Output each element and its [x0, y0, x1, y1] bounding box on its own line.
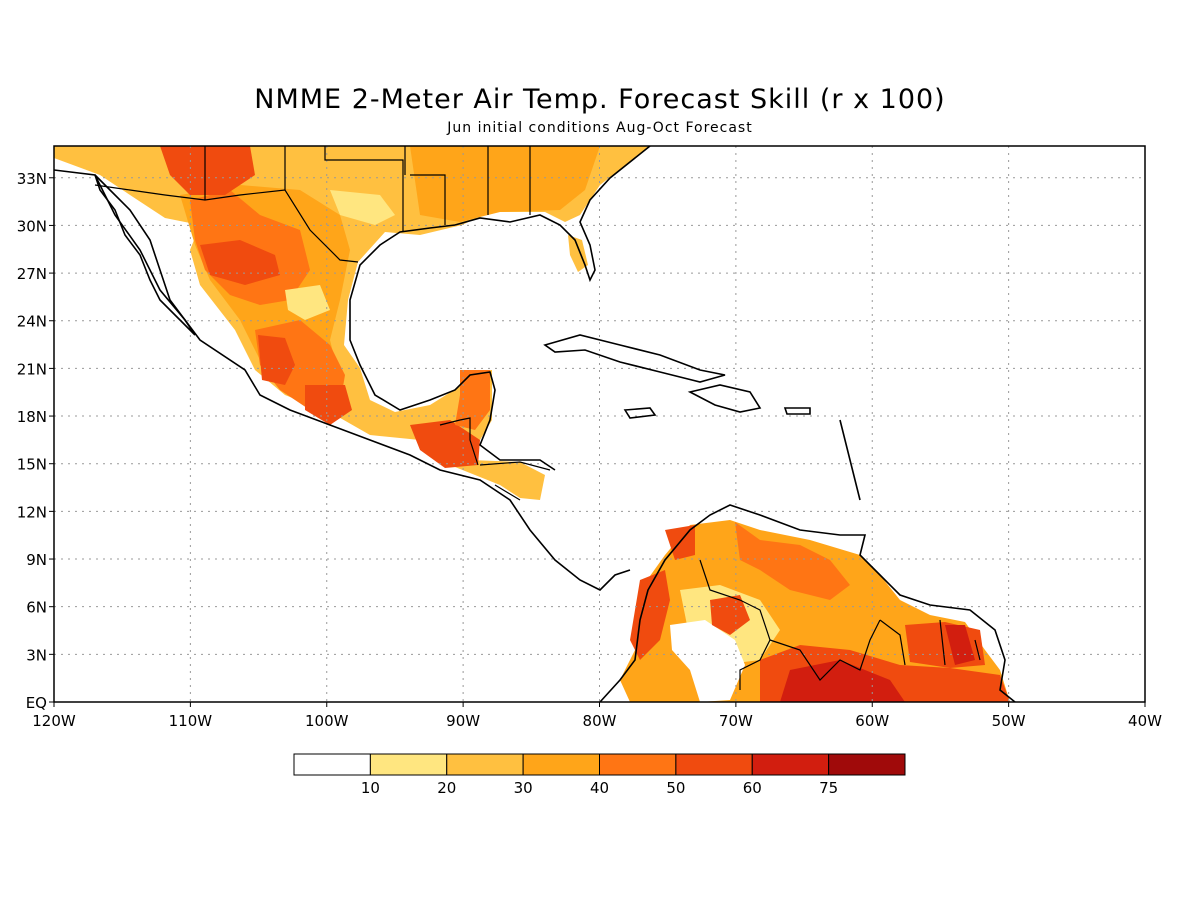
skill-shading	[54, 146, 1010, 702]
shade-colombia-white	[670, 620, 745, 702]
lon-tick-label: 80W	[583, 712, 617, 730]
lat-tick-label: 9N	[26, 551, 47, 569]
lon-tick-label: 60W	[855, 712, 889, 730]
longitude-labels: 120W 110W 100W 90W 80W 70W 60W 50W 40W	[32, 702, 1162, 730]
lat-tick-label: 18N	[17, 408, 47, 426]
shade-chihuahua-60	[160, 146, 255, 195]
coast-south-america-north	[599, 504, 1016, 702]
coast-jamaica	[623, 407, 657, 419]
legend-swatch	[446, 753, 524, 776]
legend-swatch	[369, 753, 448, 776]
border-us-mexico	[94, 184, 359, 263]
legend-label: 10	[361, 779, 380, 797]
coast-puerto-rico	[783, 407, 811, 415]
shade-florida-30	[568, 235, 588, 272]
legend-swatch	[675, 753, 753, 776]
political-borders	[94, 146, 981, 690]
lon-tick-label: 120W	[32, 712, 76, 730]
coast-gulf-mexico	[349, 224, 556, 471]
legend-swatch	[828, 753, 906, 776]
shade-venezuela-50	[735, 522, 850, 600]
coast-us-gulf	[454, 146, 651, 283]
shade-suriname-75	[945, 625, 975, 665]
lon-tick-label: 50W	[992, 712, 1026, 730]
legend-label: 60	[743, 779, 762, 797]
legend-label: 50	[666, 779, 685, 797]
lon-tick-label: 110W	[169, 712, 213, 730]
shade-venezuela-inland-60	[710, 595, 750, 635]
lat-tick-label: 27N	[17, 265, 47, 283]
lat-tick-label: 30N	[17, 217, 47, 235]
latitude-labels: 33N 30N 27N 24N 21N 18N 15N 12N 9N 6N 3N EQ	[17, 170, 54, 712]
coast-lesser-antilles	[839, 419, 861, 501]
lat-tick-label: 24N	[17, 313, 47, 331]
lat-tick-label: 21N	[17, 360, 47, 378]
graticule-grid	[54, 146, 1145, 702]
lon-tick-label: 70W	[719, 712, 753, 730]
legend-swatch	[751, 753, 830, 776]
coast-hispaniola	[687, 384, 762, 413]
shade-guerrero-60	[305, 385, 352, 425]
shade-brazil-north-75	[780, 660, 905, 702]
shade-colombia-west-60	[630, 570, 670, 660]
map-title: NMME 2-Meter Air Temp. Forecast Skill (r…	[254, 84, 946, 115]
lon-tick-label: 90W	[446, 712, 480, 730]
shade-yucatan-50	[455, 370, 490, 430]
lat-tick-label: 15N	[17, 456, 47, 474]
shade-central-america-60	[410, 420, 480, 468]
legend-swatch	[599, 753, 677, 776]
legend-swatch	[293, 753, 371, 776]
border-colombia-venezuela	[699, 559, 881, 690]
coastlines	[54, 146, 1016, 702]
lat-tick-label: 12N	[17, 503, 47, 521]
legend-label: 75	[819, 779, 838, 797]
coast-mexico-pacific	[54, 169, 631, 591]
lon-tick-label: 40W	[1128, 712, 1162, 730]
shade-light-patch-20b	[285, 285, 330, 320]
legend-label: 20	[437, 779, 456, 797]
border-guianas	[879, 619, 981, 666]
legend-label: 30	[514, 779, 533, 797]
border-us-states	[204, 146, 531, 232]
border-central-america	[439, 417, 551, 501]
shade-sonora-60	[200, 240, 280, 285]
coast-baja	[94, 174, 196, 336]
legend-label: 40	[590, 779, 609, 797]
lat-tick-label: EQ	[26, 694, 47, 712]
legend-swatch	[522, 753, 600, 776]
shade-light-patch-20	[330, 190, 395, 225]
lon-tick-label: 100W	[305, 712, 349, 730]
map-subtitle: Jun initial conditions Aug-Oct Forecast	[447, 120, 753, 136]
lat-tick-label: 33N	[17, 170, 47, 188]
coast-cuba	[543, 334, 726, 383]
color-legend: 10 20 30 40 50 60 75	[293, 753, 906, 797]
shade-sinaloa-60	[258, 335, 295, 385]
lat-tick-label: 6N	[26, 599, 47, 617]
lat-tick-label: 3N	[26, 646, 47, 664]
shade-us-east-40	[410, 146, 600, 222]
